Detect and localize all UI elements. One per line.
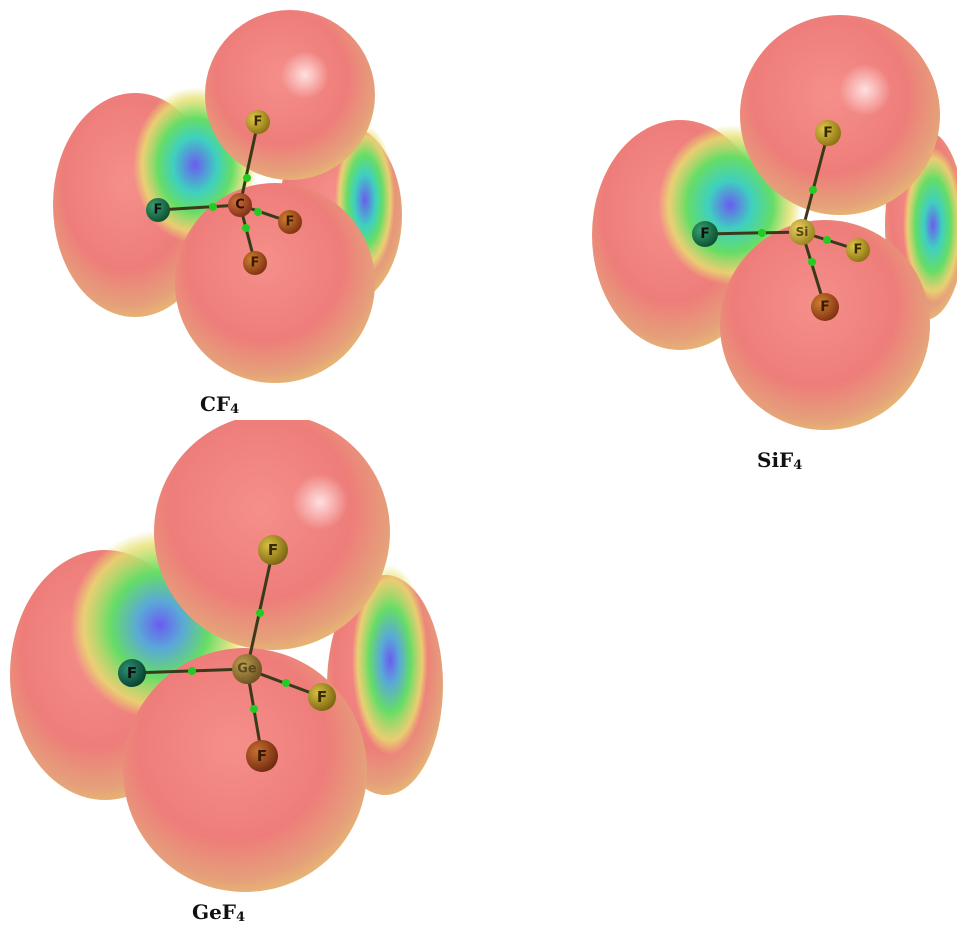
- cf4-fluorine-atom-right: [278, 210, 302, 234]
- cf4-fluorine-label-left: F: [154, 203, 163, 218]
- cf4-caption-subscript: 4: [230, 402, 240, 417]
- sif4-bond-critical-points: [758, 186, 831, 266]
- gef4-fluorine-label-top: F: [268, 541, 278, 559]
- gef4-bond-critical-points: [188, 609, 290, 713]
- cf4-fluorine-atom-top: [246, 110, 270, 134]
- cf4-highlight: [281, 51, 329, 99]
- sif4-surface-svg: F F F F Si: [592, 15, 957, 430]
- gef4-fluorine-atom-top: [258, 535, 288, 565]
- gef4-fluorine-label-right: F: [317, 688, 327, 706]
- sif4-silicon-label: Si: [796, 225, 809, 239]
- gef4-caption-subscript: 4: [236, 910, 246, 925]
- sif4-negative-region-right: [903, 147, 957, 303]
- cf4-carbon-atom: [228, 193, 252, 217]
- sif4-lobe-top: [740, 15, 940, 215]
- cf4-esp-surface: F F F F C: [40, 0, 420, 390]
- gef4-surface-svg: F F F F Ge: [10, 414, 443, 892]
- gef4-caption: GeF4: [192, 900, 245, 925]
- cf4-caption-main: CF: [200, 392, 231, 416]
- sif4-caption-subscript: 4: [793, 458, 803, 473]
- cf4-fluorine-label-right: F: [286, 215, 295, 230]
- sif4-silicon-atom: [789, 219, 815, 245]
- gef4-fluorine-label-bottom: F: [257, 747, 267, 765]
- sif4-caption: SiF4: [757, 448, 802, 473]
- sif4-fluorine-atom-top: [815, 120, 841, 146]
- cf4-lobe-front: [175, 183, 375, 383]
- cf4-surface-svg: F F F F C: [53, 10, 402, 383]
- gef4-esp-surface: F F F F Ge: [0, 414, 470, 900]
- gef4-highlight: [292, 474, 348, 530]
- sif4-fluorine-label-right: F: [854, 243, 863, 258]
- cf4-fluorine-atom-bottom: [243, 251, 267, 275]
- cf4-lobe-top: [205, 10, 375, 180]
- cf4-caption: CF4: [200, 392, 239, 417]
- cf4-bond-critical-points: [209, 174, 262, 232]
- cf4-fluorine-atom-left: [146, 198, 170, 222]
- cf4-fluorine-label-bottom: F: [251, 256, 260, 271]
- gef4-fluorine-atom-bottom: [246, 740, 278, 772]
- gef4-fluorine-label-left: F: [127, 664, 137, 682]
- sif4-caption-main: SiF: [757, 448, 794, 472]
- sif4-fluorine-atom-bottom: [811, 293, 839, 321]
- sif4-fluorine-label-bottom: F: [820, 299, 830, 315]
- gef4-fluorine-atom-left: [118, 659, 146, 687]
- gef4-lobe-front: [123, 648, 367, 892]
- gef4-lobe-top: [154, 414, 390, 650]
- gef4-negative-region-right: [352, 565, 428, 755]
- sif4-fluorine-label-top: F: [823, 125, 833, 141]
- cf4-fluorine-label-top: F: [254, 115, 263, 130]
- gef4-germanium-atom: [232, 654, 262, 684]
- sif4-highlight: [839, 64, 891, 116]
- sif4-fluorine-atom-right: [846, 238, 870, 262]
- gef4-germanium-label: Ge: [237, 662, 257, 677]
- sif4-fluorine-atom-left: [692, 221, 718, 247]
- sif4-fluorine-label-left: F: [700, 226, 710, 242]
- cf4-carbon-label: C: [235, 198, 245, 213]
- sif4-lobe-front: [720, 220, 930, 430]
- gef4-fluorine-atom-right: [308, 683, 336, 711]
- sif4-esp-surface: F F F F Si: [575, 15, 957, 435]
- gef4-caption-main: GeF: [192, 900, 237, 924]
